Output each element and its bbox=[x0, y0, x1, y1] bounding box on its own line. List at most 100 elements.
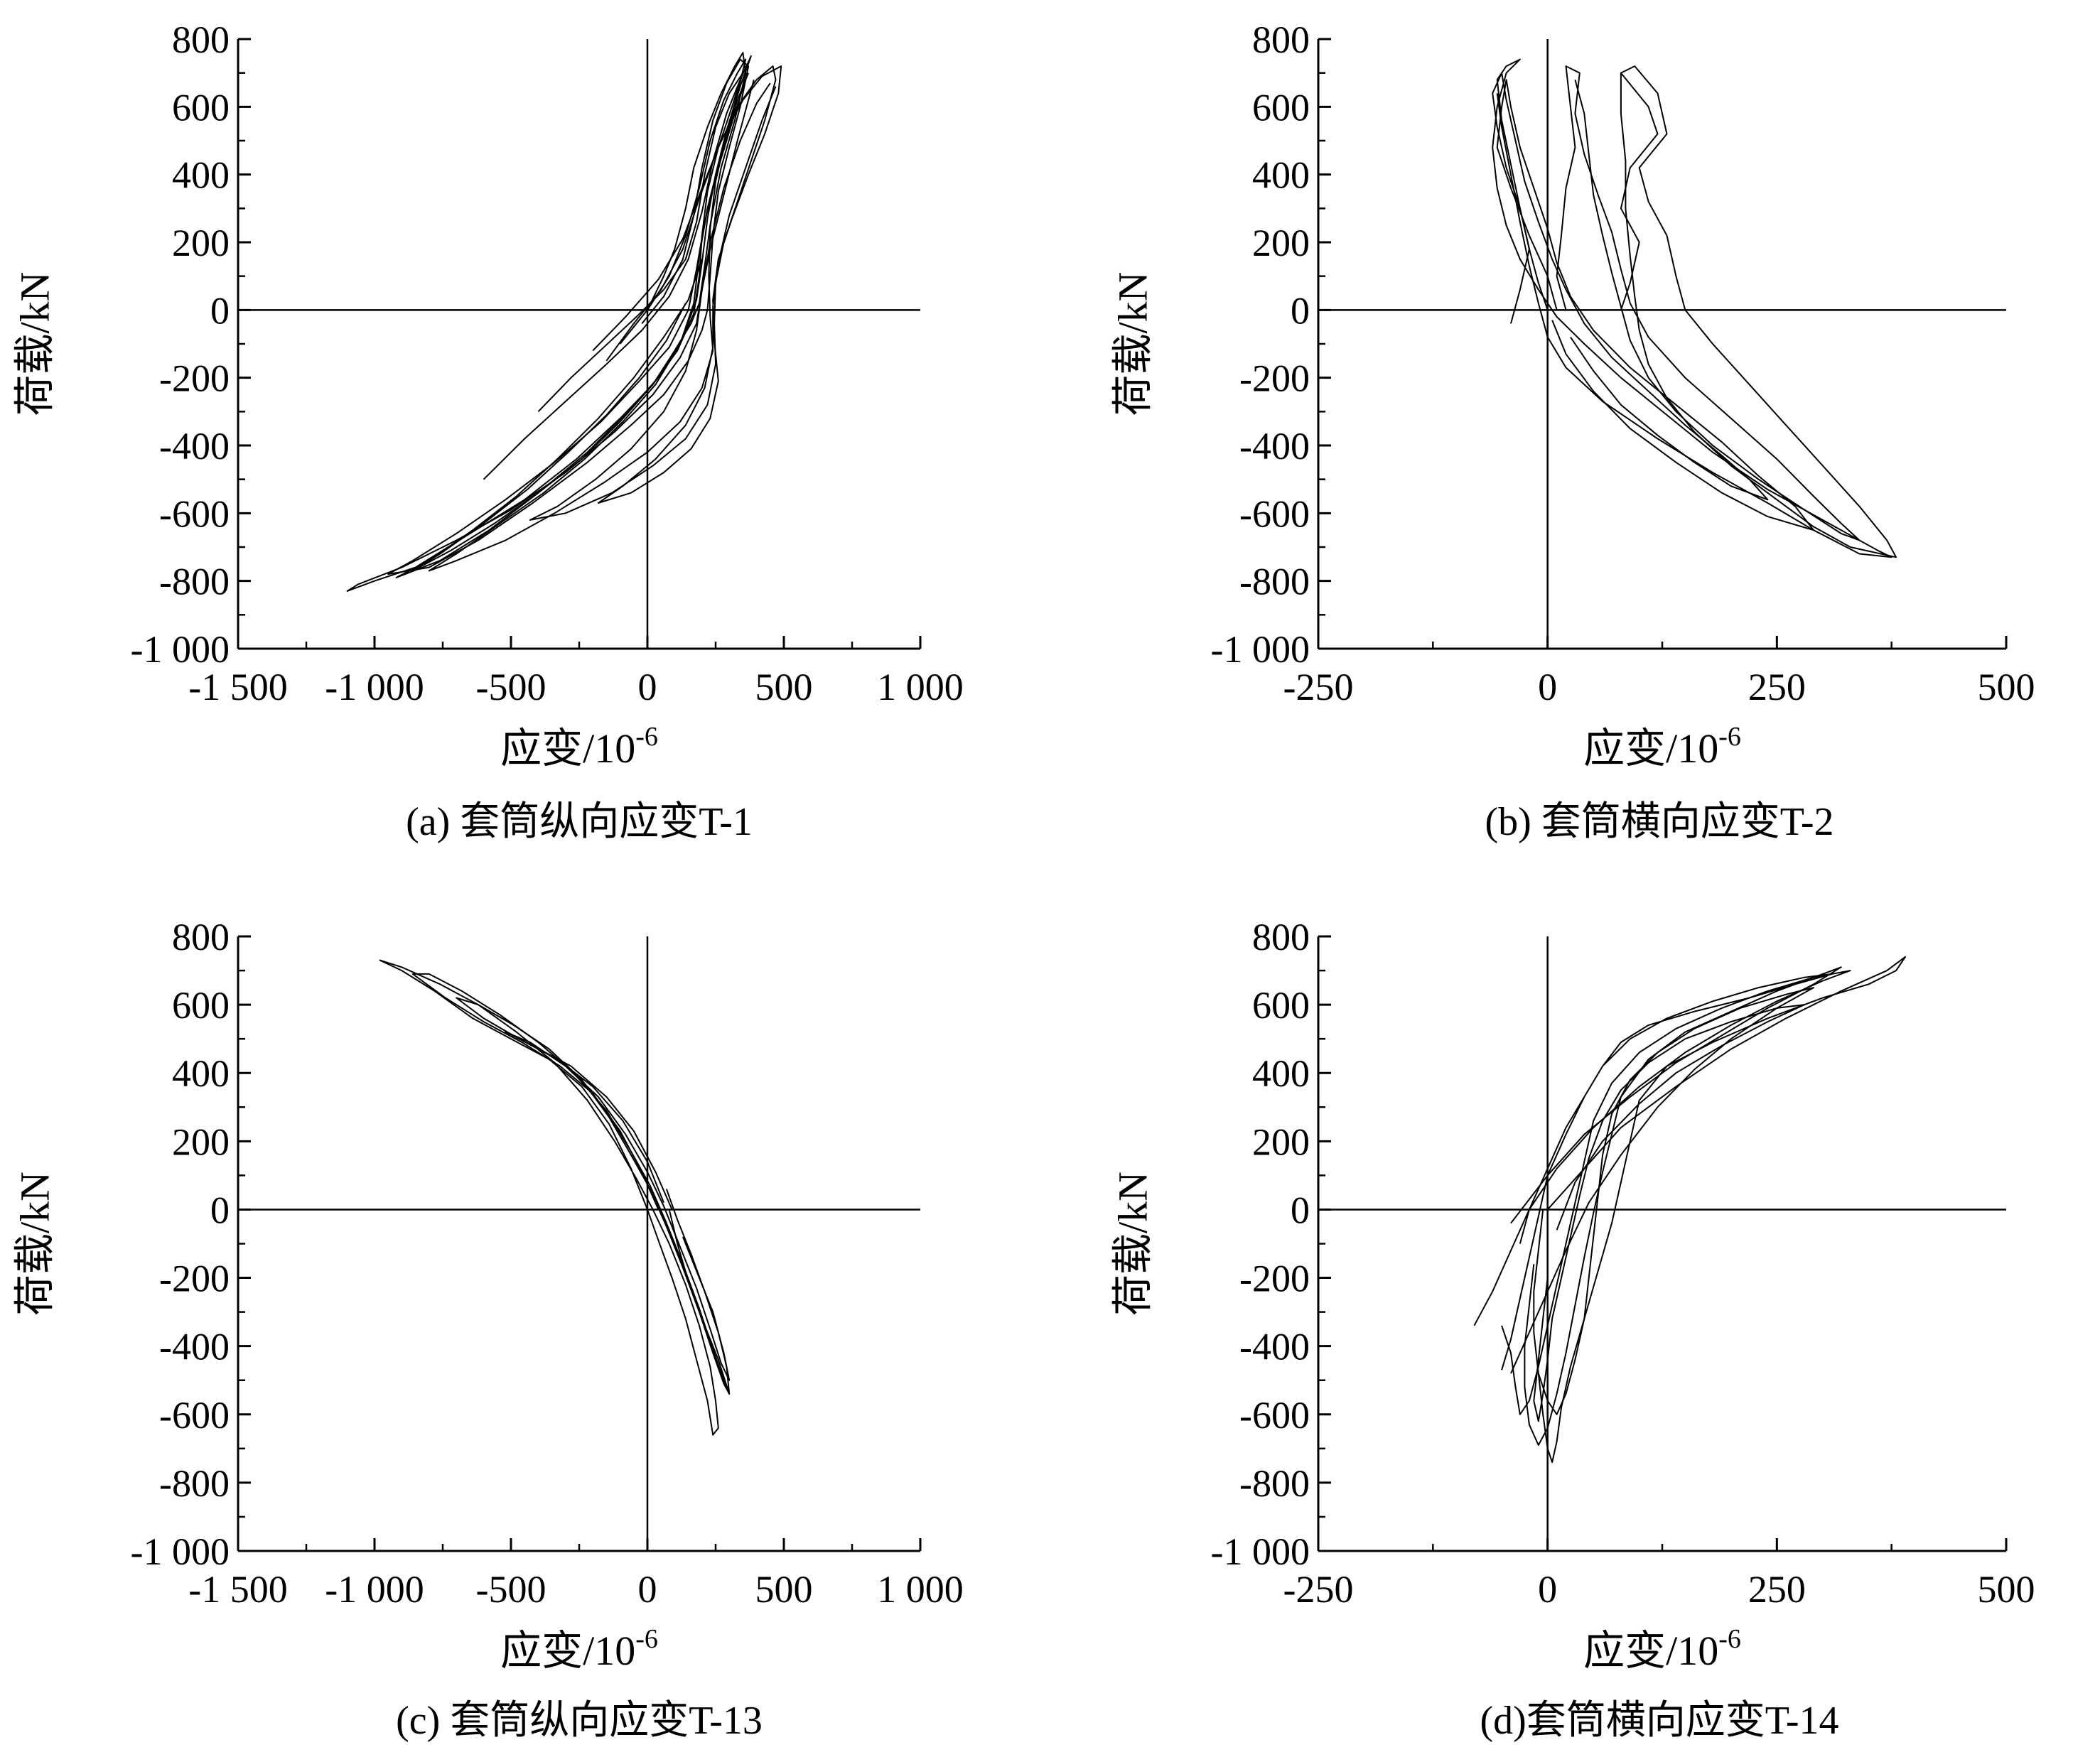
panel-b-y-axis-label: 荷载/kN bbox=[1109, 271, 1156, 416]
panel-d-hysteresis-curve-6 bbox=[1533, 1004, 1806, 1422]
panel-c-x-tick-label: -1 000 bbox=[325, 1568, 424, 1611]
panel-a-y-tick-label: 400 bbox=[172, 154, 230, 197]
panel-b-y-tick-label: -400 bbox=[1239, 425, 1310, 467]
panel-b-hysteresis-curve-4 bbox=[1620, 65, 1897, 558]
panel-a-x-tick-label: -1 000 bbox=[325, 666, 424, 708]
panel-a-y-tick-label: -1 000 bbox=[131, 628, 230, 671]
panel-b-y-tick-label: -600 bbox=[1239, 492, 1310, 535]
panel-c-hysteresis-curve-4 bbox=[505, 1031, 731, 1381]
panel-a-x-tick-label: 500 bbox=[755, 666, 813, 708]
panel-d-y-tick-label: 800 bbox=[1252, 916, 1310, 958]
panel-d-hysteresis-curve-4 bbox=[1510, 987, 1814, 1415]
panel-a-hysteresis-curve-7 bbox=[395, 55, 752, 578]
panel-b-y-tick-label: -200 bbox=[1239, 357, 1310, 400]
panel-c-hysteresis-curve-2 bbox=[411, 973, 731, 1395]
panel-d-y-tick-label: -400 bbox=[1239, 1326, 1310, 1368]
panel-d: (d)套筒横向应变T-14 800 600 400 200 0 -200 -400 -600 -… bbox=[1109, 916, 2035, 1743]
panel-b-hysteresis-curve-5 bbox=[1492, 72, 1769, 501]
panel-c-x-tick-label: -1 500 bbox=[188, 1568, 287, 1611]
panel-a-y-tick-label: -200 bbox=[159, 357, 230, 400]
panel-b-y-tick-label: 400 bbox=[1252, 154, 1310, 197]
panel-a-hysteresis-curve-5 bbox=[592, 65, 782, 504]
panel-b-x-tick-label: 250 bbox=[1748, 666, 1806, 708]
panel-b-y-tick-label: 200 bbox=[1252, 222, 1310, 264]
panel-b-x-axis-label-exponent: -6 bbox=[1718, 722, 1741, 752]
panel-b-y-tick-label: -1 000 bbox=[1211, 628, 1310, 671]
panel-c-hysteresis-curve-3 bbox=[456, 997, 731, 1395]
panel-c-y-axis-label: 荷载/kN bbox=[11, 1172, 58, 1316]
panel-a-x-tick-label: 0 bbox=[638, 666, 657, 708]
panel-d-x-tick-label: -250 bbox=[1283, 1568, 1354, 1611]
panel-d-x-axis-label-exponent: -6 bbox=[1718, 1624, 1741, 1654]
panel-c-hysteresis-curve-1 bbox=[379, 959, 719, 1436]
panel-d-x-tick-label: 250 bbox=[1748, 1568, 1806, 1611]
panel-a-x-axis-label: 应变/10-6 bbox=[500, 722, 658, 772]
panel-c-y-tick-label: 800 bbox=[172, 916, 230, 958]
panel-c-y-tick-label: -400 bbox=[159, 1326, 230, 1368]
panel-b-caption: (b) 套筒横向应变T-2 bbox=[1485, 800, 1834, 844]
panel-a-hysteresis-curve-3 bbox=[428, 58, 750, 572]
panel-c-y-tick-label: 400 bbox=[172, 1052, 230, 1095]
panel-a-y-tick-label: 0 bbox=[210, 289, 230, 332]
panel-a-y-tick-label: -800 bbox=[159, 561, 230, 603]
panel-a-caption: (a) 套筒纵向应变T-1 bbox=[406, 800, 753, 844]
panel-d-y-tick-label: 600 bbox=[1252, 984, 1310, 1027]
panel-c-y-tick-label: -600 bbox=[159, 1394, 230, 1437]
panel-b-hysteresis-curve-3 bbox=[1556, 65, 1861, 541]
panel-b-x-tick-label: 500 bbox=[1978, 666, 2035, 708]
panel-d-y-tick-label: 0 bbox=[1291, 1189, 1310, 1231]
panel-a-hysteresis-curve-2 bbox=[387, 58, 750, 575]
panel-d-caption: (d)套筒横向应变T-14 bbox=[1480, 1699, 1838, 1743]
panel-c-caption: (c) 套筒纵向应变T-13 bbox=[396, 1699, 763, 1743]
panel-d-x-tick-label: 0 bbox=[1538, 1568, 1557, 1611]
panel-c-y-tick-label: 0 bbox=[210, 1189, 230, 1231]
panel-c-x-tick-label: 500 bbox=[755, 1568, 813, 1611]
panel-a: (a) 套筒纵向应变T-1 800 600 400 200 0 -200 -400 -600 -… bbox=[11, 18, 963, 844]
panel-d-x-axis-label: 应变/10-6 bbox=[1583, 1624, 1741, 1674]
panel-c-x-axis-label-exponent: -6 bbox=[635, 1624, 658, 1654]
panel-d-x-tick-label: 500 bbox=[1978, 1568, 2035, 1611]
panel-d-y-tick-label: -600 bbox=[1239, 1394, 1310, 1437]
panel-a-x-tick-label: -500 bbox=[476, 666, 546, 708]
panel-d-y-tick-label: 200 bbox=[1252, 1120, 1310, 1163]
panel-d-y-axis-label: 荷载/kN bbox=[1109, 1172, 1156, 1316]
panel-c-y-tick-label: 600 bbox=[172, 984, 230, 1027]
panel-a-hysteresis-curve-6 bbox=[411, 72, 744, 572]
panel-a-y-tick-label: 600 bbox=[172, 86, 230, 129]
panel-c-y-tick-label: -200 bbox=[159, 1258, 230, 1300]
panel-a-y-tick-label: 800 bbox=[172, 18, 230, 61]
panel-d-hysteresis-curve-5 bbox=[1501, 973, 1833, 1371]
panel-d-hysteresis-curve-1 bbox=[1533, 956, 1906, 1464]
panel-c-x-axis-label: 应变/10-6 bbox=[500, 1624, 658, 1674]
panel-a-x-tick-label: 1 000 bbox=[877, 666, 964, 708]
panel-c-x-tick-label: -500 bbox=[476, 1568, 546, 1611]
panel-a-hysteresis-curve-4 bbox=[529, 65, 777, 521]
panel-a-y-tick-label: -600 bbox=[159, 492, 230, 535]
panel-b-hysteresis-curve-1 bbox=[1492, 58, 1892, 558]
panel-d-y-tick-label: 400 bbox=[1252, 1052, 1310, 1095]
panel-a-x-axis-label-exponent: -6 bbox=[635, 722, 658, 752]
panel-b-y-tick-label: -800 bbox=[1239, 561, 1310, 603]
panel-c-y-tick-label: -800 bbox=[159, 1462, 230, 1505]
panel-c-x-tick-label: 0 bbox=[638, 1568, 657, 1611]
panel-d-y-tick-label: -200 bbox=[1239, 1258, 1310, 1300]
panel-d-y-tick-label: -1 000 bbox=[1211, 1530, 1310, 1573]
panel-a-y-axis-label: 荷载/kN bbox=[11, 271, 58, 416]
panel-c-y-tick-label: 200 bbox=[172, 1120, 230, 1163]
panel-d-hysteresis-curve-3 bbox=[1473, 970, 1851, 1415]
panel-c-x-tick-label: 1 000 bbox=[877, 1568, 964, 1611]
panel-b-x-axis-label: 应变/10-6 bbox=[1583, 722, 1741, 772]
panel-b-x-tick-label: -250 bbox=[1283, 666, 1354, 708]
panel-b-y-tick-label: 600 bbox=[1252, 86, 1310, 129]
panel-b: (b) 套筒横向应变T-2 800 600 400 200 0 -200 -400 -600 -… bbox=[1109, 18, 2035, 844]
panel-d-hysteresis-curve-2 bbox=[1510, 966, 1842, 1446]
panel-b-x-tick-label: 0 bbox=[1538, 666, 1557, 708]
panel-a-x-tick-label: -1 500 bbox=[188, 666, 287, 708]
panel-d-y-tick-label: -800 bbox=[1239, 1462, 1310, 1505]
panel-c: (c) 套筒纵向应变T-13 800 600 400 200 0 -200 -400 -600… bbox=[11, 916, 963, 1743]
panel-c-y-tick-label: -1 000 bbox=[131, 1530, 230, 1573]
panel-b-y-tick-label: 800 bbox=[1252, 18, 1310, 61]
panel-a-y-tick-label: -400 bbox=[159, 425, 230, 467]
panel-b-y-tick-label: 0 bbox=[1291, 289, 1310, 332]
